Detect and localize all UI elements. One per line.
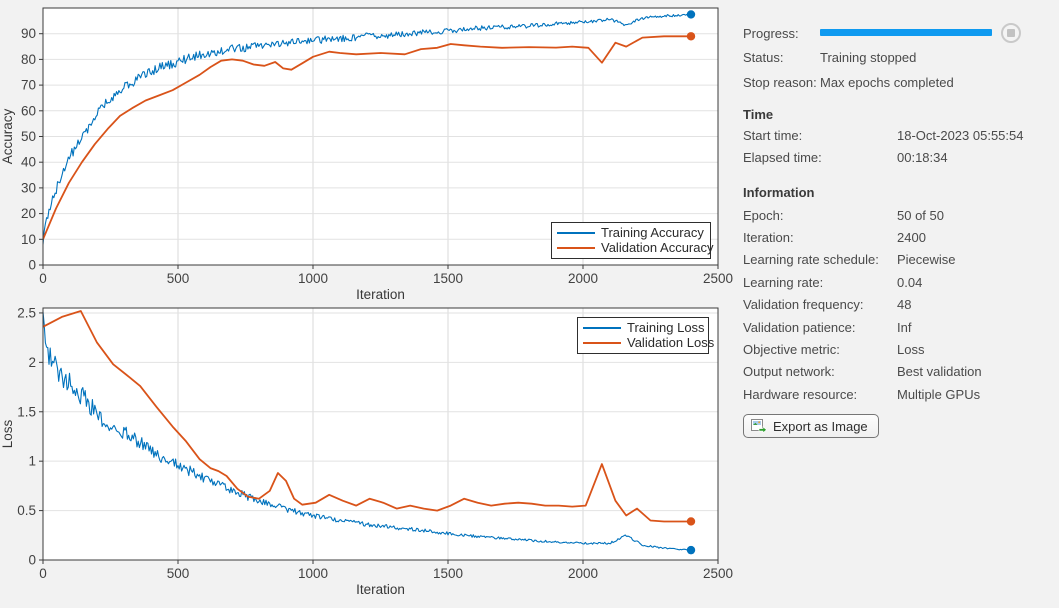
training-accuracy-line [43, 12, 692, 245]
time-section-header: Time [743, 107, 774, 122]
export-as-image-button[interactable]: Export as Image [743, 414, 879, 438]
y-tick-label: 0.5 [17, 503, 36, 518]
y-tick-label: 90 [21, 26, 36, 41]
validation-frequency-value: 48 [897, 297, 912, 312]
training-accuracy-end-marker [686, 10, 696, 19]
x-tick-label: 1000 [298, 566, 328, 581]
training-loss-line [43, 311, 692, 551]
y-tick-label: 70 [21, 78, 36, 93]
x-tick-label: 500 [167, 566, 190, 581]
axes-border [42, 307, 719, 561]
output-network-value: Best validation [897, 364, 982, 379]
x-tick-label: 2000 [568, 566, 598, 581]
y-tick-label: 50 [21, 129, 36, 144]
accuracy-legend: Training Accuracy Validation Accuracy [551, 222, 714, 259]
progress-bar [820, 29, 992, 36]
hardware-resource-label: Hardware resource: [743, 387, 858, 402]
validation-loss-line-sample [583, 341, 621, 344]
learning-rate-value: 0.04 [897, 275, 923, 290]
x-axis-label: Iteration [356, 582, 405, 597]
validation-patience-value: Inf [897, 320, 912, 335]
status-value: Training stopped [820, 50, 917, 65]
y-tick-label: 0 [28, 553, 36, 568]
elapsed-time-label: Elapsed time: [743, 150, 822, 165]
stop-button[interactable] [1001, 23, 1021, 43]
legend-item-training-accuracy: Training Accuracy [557, 225, 705, 240]
iteration-value: 2400 [897, 230, 926, 245]
stop-icon [1007, 29, 1015, 37]
validation-loss-end-marker [686, 517, 696, 526]
validation-accuracy-end-marker [686, 32, 696, 41]
information-section-header: Information [743, 185, 815, 200]
epoch-label: Epoch: [743, 208, 784, 223]
x-tick-label: 500 [167, 271, 190, 286]
progress-label: Progress: [743, 26, 799, 41]
y-tick-label: 2.5 [17, 305, 36, 320]
y-axis-label: Accuracy [0, 108, 15, 164]
y-tick-label: 0 [28, 258, 36, 273]
x-tick-label: 1500 [433, 271, 463, 286]
iteration-label: Iteration: [743, 230, 794, 245]
objective-metric-label: Objective metric: [743, 342, 840, 357]
legend-label: Training Accuracy [601, 225, 704, 240]
training-loss-end-marker [686, 545, 696, 555]
x-axis-label: Iteration [356, 287, 405, 302]
x-tick-label: 2000 [568, 271, 598, 286]
x-tick-label: 2500 [703, 271, 733, 286]
x-tick-label: 1500 [433, 566, 463, 581]
stop-reason-value: Max epochs completed [820, 75, 954, 90]
export-image-icon [751, 419, 767, 434]
progress-bar-fill [820, 29, 992, 36]
output-network-label: Output network: [743, 364, 835, 379]
epoch-value: 50 of 50 [897, 208, 944, 223]
x-tick-label: 2500 [703, 566, 733, 581]
validation-frequency-label: Validation frequency: [743, 297, 864, 312]
y-tick-label: 10 [21, 232, 36, 247]
y-tick-label: 80 [21, 52, 36, 67]
learning-rate-schedule-label: Learning rate schedule: [743, 252, 879, 267]
y-tick-label: 60 [21, 103, 36, 118]
legend-item-validation-accuracy: Validation Accuracy [557, 240, 714, 255]
legend-label: Validation Accuracy [601, 240, 714, 255]
y-tick-label: 1.5 [17, 404, 36, 419]
elapsed-time-value: 00:18:34 [897, 150, 948, 165]
validation-accuracy-line-sample [557, 246, 595, 249]
start-time-value: 18-Oct-2023 05:55:54 [897, 128, 1024, 143]
x-tick-label: 0 [39, 271, 47, 286]
learning-rate-schedule-value: Piecewise [897, 252, 956, 267]
training-loss-line-sample [583, 326, 621, 329]
y-axis-label: Loss [0, 419, 15, 448]
legend-item-training-loss: Training Loss [583, 320, 705, 335]
x-tick-label: 0 [39, 566, 47, 581]
validation-loss-line [43, 310, 691, 523]
export-button-label: Export as Image [773, 418, 868, 434]
training-info-panel: Progress: Status: Training stopped Stop … [743, 0, 1059, 608]
y-tick-label: 1 [28, 454, 36, 469]
objective-metric-value: Loss [897, 342, 925, 357]
start-time-label: Start time: [743, 128, 803, 143]
y-tick-label: 2 [28, 355, 36, 370]
legend-label: Validation Loss [627, 335, 715, 350]
validation-accuracy-line [43, 35, 691, 240]
loss-legend: Training Loss Validation Loss [577, 317, 714, 354]
accuracy-chart: 0 500 1000 1500 2000 2500 0 10 20 30 40 50 60 70 80 90 I… [0, 7, 733, 302]
validation-patience-label: Validation patience: [743, 320, 856, 335]
hardware-resource-value: Multiple GPUs [897, 387, 981, 402]
stop-reason-label: Stop reason: [743, 75, 817, 90]
learning-rate-label: Learning rate: [743, 275, 824, 290]
status-label: Status: [743, 50, 784, 65]
legend-label: Training Loss [627, 320, 705, 335]
y-tick-label: 30 [21, 180, 36, 195]
y-tick-label: 40 [21, 155, 36, 170]
training-accuracy-line-sample [557, 231, 595, 234]
y-tick-label: 20 [21, 206, 36, 221]
legend-item-validation-loss: Validation Loss [583, 335, 714, 350]
x-tick-label: 1000 [298, 271, 328, 286]
